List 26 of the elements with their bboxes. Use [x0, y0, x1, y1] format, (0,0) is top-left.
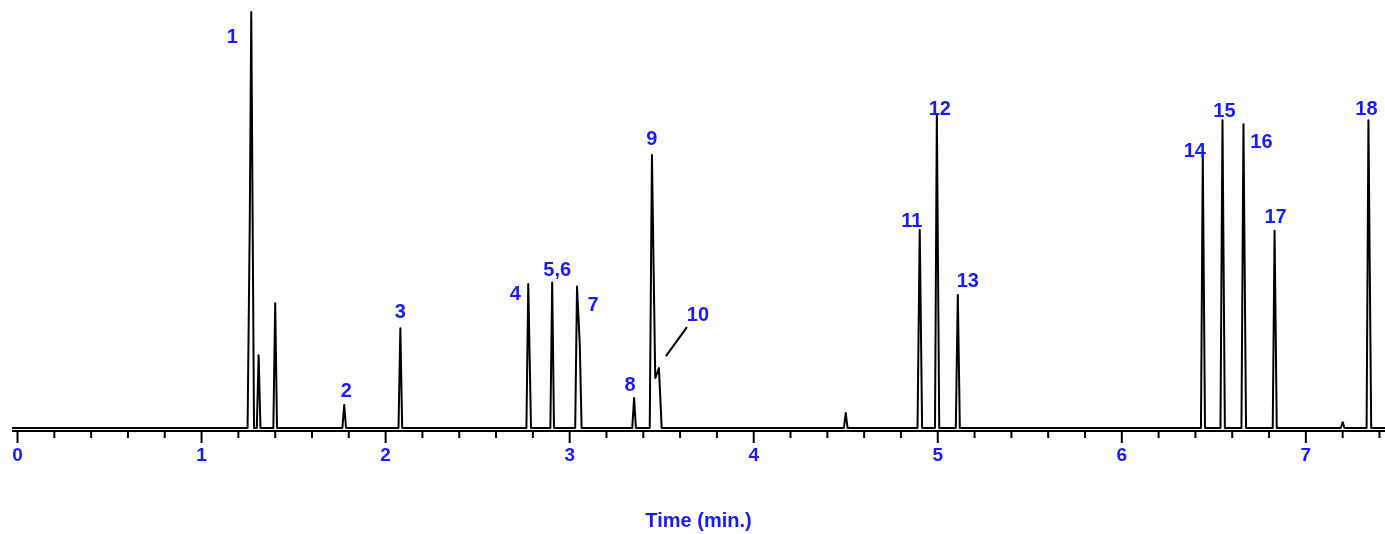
annotation: 8	[624, 373, 636, 396]
x-tick-label: 2	[380, 444, 391, 465]
x-tick-label: 5	[932, 444, 944, 465]
annotation: 5,6	[543, 257, 572, 280]
annotation: 18	[1355, 97, 1378, 120]
annotation: 10	[686, 303, 710, 326]
annotation: 15	[1213, 99, 1236, 122]
x-tick-label: 0	[12, 444, 23, 465]
x-tick-label: 3	[564, 444, 575, 465]
x-tick-label: 7	[1300, 444, 1312, 465]
annotation: 17	[1264, 205, 1287, 228]
annotation: 14	[1183, 139, 1207, 162]
annotation: 3	[394, 300, 406, 323]
annotation: 12	[928, 97, 951, 120]
annotation: 13	[956, 269, 979, 292]
annotation: 2	[340, 379, 352, 402]
annotation: 16	[1250, 129, 1273, 152]
annotation: 11	[901, 209, 923, 232]
annotation: 4	[509, 282, 522, 305]
annotation: 1	[226, 25, 238, 48]
x-tick-label: 1	[196, 444, 208, 465]
annotation: 7	[587, 292, 599, 315]
x-axis-title: Time (min.)	[645, 509, 752, 531]
annotation: 9	[646, 127, 658, 150]
x-tick-label: 6	[1116, 444, 1128, 465]
x-tick-label: 4	[748, 444, 760, 465]
